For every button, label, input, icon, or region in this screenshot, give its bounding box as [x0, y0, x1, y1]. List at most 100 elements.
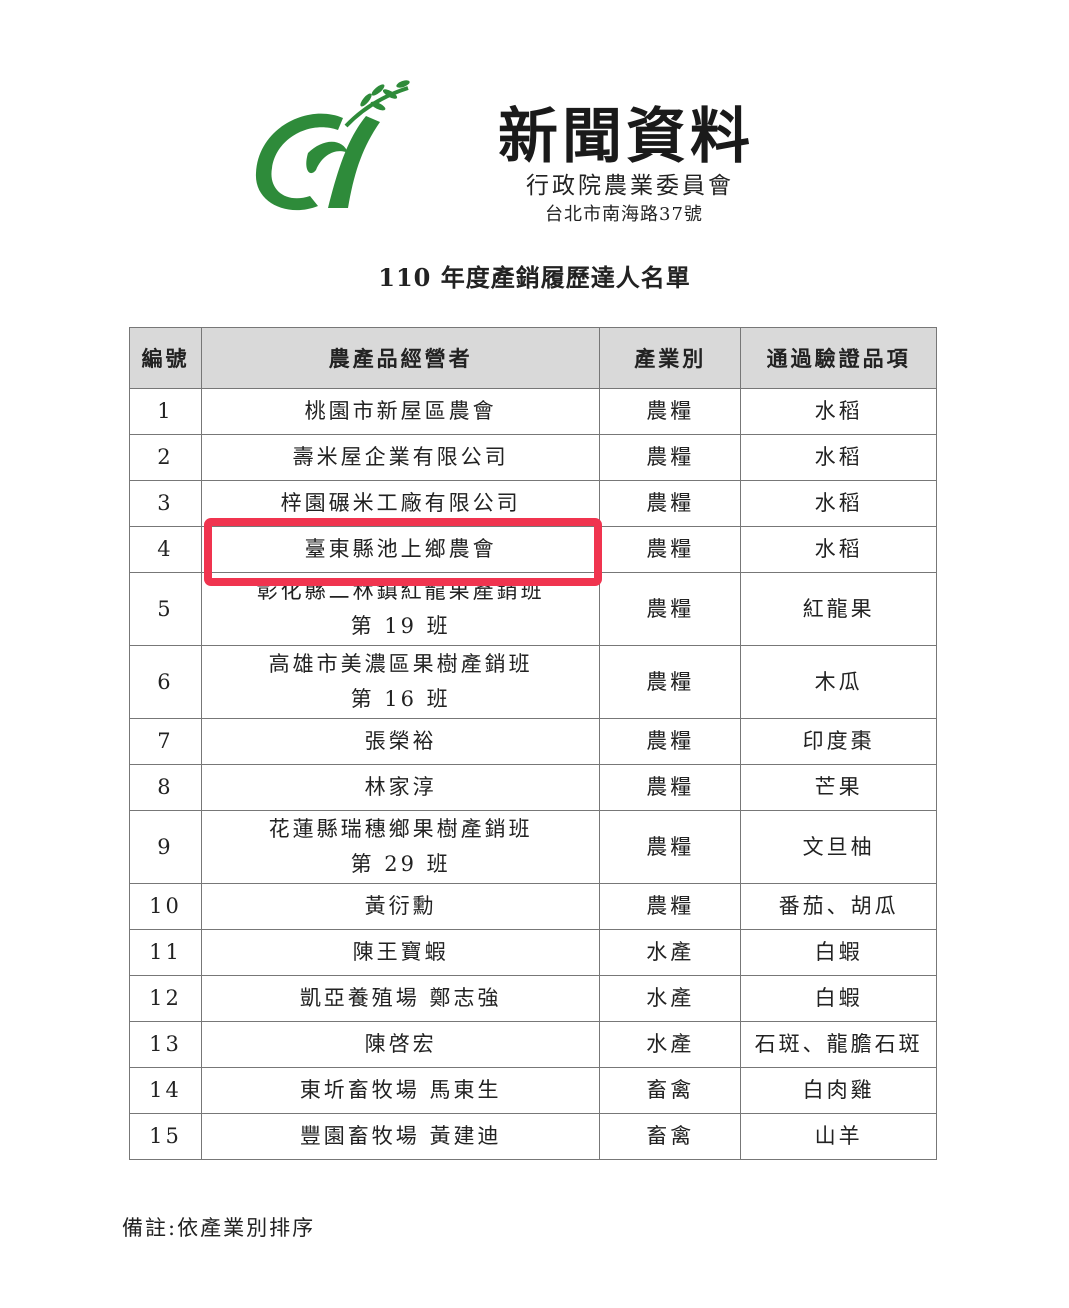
- column-header-operator: 農產品經營者: [200, 327, 601, 389]
- operator-name-line2: 第 16 班: [350, 687, 451, 711]
- organization-address: 台北市南海路37號: [545, 204, 703, 225]
- cell-industry: 水產: [599, 975, 742, 1022]
- cell-item: 文旦柚: [740, 810, 937, 884]
- table-row: 2 壽米屋企業有限公司 農糧 水稻: [129, 434, 937, 481]
- cell-number: 13: [129, 1021, 202, 1068]
- cell-number: 15: [129, 1113, 202, 1160]
- cell-item: 白肉雞: [740, 1067, 937, 1114]
- cell-industry: 畜禽: [599, 1113, 742, 1160]
- cell-number: 4: [129, 526, 202, 573]
- cell-industry: 農糧: [599, 526, 742, 573]
- operator-name: 陳啓宏: [364, 1032, 437, 1056]
- cell-item: 芒果: [740, 764, 937, 811]
- cell-industry: 水產: [599, 929, 742, 976]
- column-header-industry: 產業別: [599, 327, 742, 389]
- operator-name-line2: 第 29 班: [350, 852, 451, 876]
- cell-operator: 花蓮縣瑞穗鄉果樹產銷班第 29 班: [200, 810, 601, 884]
- cell-number: 9: [129, 810, 202, 884]
- cell-operator: 臺東縣池上鄉農會: [200, 526, 601, 573]
- cell-industry: 農糧: [599, 480, 742, 527]
- operator-name: 桃園市新屋區農會: [304, 399, 497, 423]
- cell-operator: 高雄市美濃區果樹產銷班第 16 班: [200, 645, 601, 719]
- column-header-item: 通過驗證品項: [740, 327, 937, 389]
- table-row: 1 桃園市新屋區農會 農糧 水稻: [129, 388, 937, 435]
- cell-item: 木瓜: [740, 645, 937, 719]
- cell-industry: 農糧: [599, 718, 742, 765]
- cell-number: 14: [129, 1067, 202, 1114]
- table-header-row: 編號 農產品經營者 產業別 通過驗證品項: [129, 327, 937, 389]
- operator-name: 高雄市美濃區果樹產銷班: [268, 652, 533, 676]
- operator-name: 陳王寶蝦: [352, 940, 449, 964]
- cell-industry: 農糧: [599, 434, 742, 481]
- cell-operator: 東圻畜牧場 馬東生: [200, 1067, 601, 1114]
- cell-operator: 凱亞養殖場 鄭志強: [200, 975, 601, 1022]
- cell-item: 水稻: [740, 388, 937, 435]
- cell-number: 2: [129, 434, 202, 481]
- cell-number: 5: [129, 572, 202, 646]
- cell-industry: 農糧: [599, 883, 742, 930]
- operator-name: 黃衍勳: [364, 894, 437, 918]
- table-row: 13 陳啓宏 水產 石斑、龍膽石斑: [129, 1021, 937, 1068]
- table-row: 12 凱亞養殖場 鄭志強 水產 白蝦: [129, 975, 937, 1022]
- cell-industry: 畜禽: [599, 1067, 742, 1114]
- operator-name: 林家淳: [364, 775, 437, 799]
- table-row: 6 高雄市美濃區果樹產銷班第 16 班農糧 木瓜: [129, 645, 937, 719]
- operator-name: 豐園畜牧場 黃建迪: [299, 1124, 502, 1148]
- cell-industry: 農糧: [599, 645, 742, 719]
- cell-number: 7: [129, 718, 202, 765]
- table-row: 3 梓園碾米工廠有限公司 農糧 水稻: [129, 480, 937, 527]
- table-row: 7 張榮裕 農糧 印度棗: [129, 718, 937, 765]
- cell-industry: 農糧: [599, 810, 742, 884]
- cell-number: 6: [129, 645, 202, 719]
- page-title: 新聞資料: [498, 102, 754, 172]
- operator-name-line2: 第 19 班: [350, 614, 451, 638]
- table-row: 15 豐園畜牧場 黃建迪 畜禽 山羊: [129, 1113, 937, 1160]
- winners-table: 編號 農產品經營者 產業別 通過驗證品項 1 桃園市新屋區農會 農糧 水稻 2 壽米屋企業…: [129, 327, 937, 1160]
- cell-industry: 農糧: [599, 572, 742, 646]
- cell-number: 1: [129, 388, 202, 435]
- cell-item: 印度棗: [740, 718, 937, 765]
- operator-name: 東圻畜牧場 馬東生: [299, 1078, 502, 1102]
- list-title: 110 年度產銷履歷達人名單: [378, 263, 691, 292]
- operator-name: 壽米屋企業有限公司: [292, 445, 509, 469]
- cell-item: 水稻: [740, 480, 937, 527]
- cell-item: 白蝦: [740, 929, 937, 976]
- table-row: 11 陳王寶蝦 水產 白蝦: [129, 929, 937, 976]
- cell-operator: 張榮裕: [200, 718, 601, 765]
- table-row: 10 黃衍勳 農糧 番茄、胡瓜: [129, 883, 937, 930]
- operator-name: 花蓮縣瑞穗鄉果樹產銷班: [268, 817, 533, 841]
- cell-operator: 壽米屋企業有限公司: [200, 434, 601, 481]
- cell-number: 3: [129, 480, 202, 527]
- operator-name: 臺東縣池上鄉農會: [304, 537, 497, 561]
- table-row: 8 林家淳 農糧 芒果: [129, 764, 937, 811]
- cell-operator: 陳王寶蝦: [200, 929, 601, 976]
- cell-operator: 陳啓宏: [200, 1021, 601, 1068]
- cell-operator: 林家淳: [200, 764, 601, 811]
- cell-item: 番茄、胡瓜: [740, 883, 937, 930]
- cell-item: 水稻: [740, 434, 937, 481]
- cell-operator: 桃園市新屋區農會: [200, 388, 601, 435]
- column-header-number: 編號: [129, 327, 202, 389]
- cell-item: 石斑、龍膽石斑: [740, 1021, 937, 1068]
- cell-item: 白蝦: [740, 975, 937, 1022]
- table-row: 14 東圻畜牧場 馬東生 畜禽 白肉雞: [129, 1067, 937, 1114]
- cell-item: 紅龍果: [740, 572, 937, 646]
- operator-name: 凱亞養殖場 鄭志強: [299, 986, 502, 1010]
- table-row: 9 花蓮縣瑞穗鄉果樹產銷班第 29 班農糧 文旦柚: [129, 810, 937, 884]
- coa-logo: [255, 80, 410, 211]
- cell-number: 8: [129, 764, 202, 811]
- operator-name: 張榮裕: [364, 729, 437, 753]
- cell-industry: 農糧: [599, 764, 742, 811]
- footnote: 備註:依產業別排序: [122, 1216, 316, 1240]
- cell-number: 10: [129, 883, 202, 930]
- cell-item: 水稻: [740, 526, 937, 573]
- cell-industry: 農糧: [599, 388, 742, 435]
- operator-name: 梓園碾米工廠有限公司: [280, 491, 521, 515]
- cell-operator: 黃衍勳: [200, 883, 601, 930]
- cell-number: 12: [129, 975, 202, 1022]
- organization-name: 行政院農業委員會: [526, 173, 734, 199]
- highlight-box: [204, 518, 602, 586]
- cell-item: 山羊: [740, 1113, 937, 1160]
- cell-number: 11: [129, 929, 202, 976]
- cell-industry: 水產: [599, 1021, 742, 1068]
